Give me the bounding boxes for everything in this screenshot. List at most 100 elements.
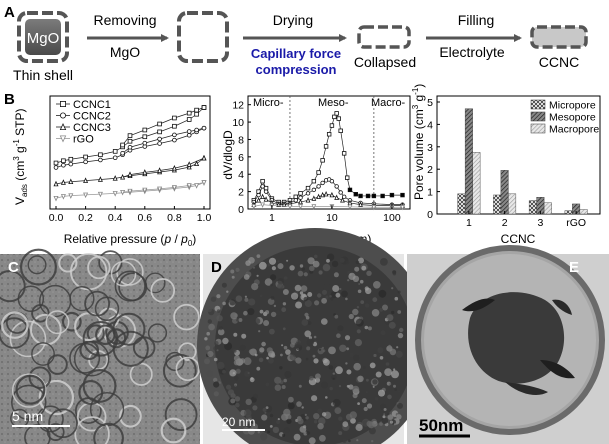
isotherm-point-ccnc3 <box>60 179 66 185</box>
legend-label-ccnc3: CCNC3 <box>73 122 111 134</box>
tem-d-grain <box>353 354 360 362</box>
isotherm-x-tick-label: 1.0 <box>197 212 212 224</box>
isotherm-point-ccnc2 <box>53 165 59 170</box>
tem-d-grain <box>216 309 221 313</box>
tem-d-grain <box>259 294 263 298</box>
tem-d-grain <box>345 297 348 301</box>
tem-d-grain <box>303 425 307 429</box>
tem-c-ring <box>58 253 78 273</box>
tem-d-grain <box>269 413 274 418</box>
tem-d-grain <box>372 385 375 388</box>
tem-c-ring <box>160 417 187 444</box>
scale-label-d: 20 nm <box>222 415 255 429</box>
tem-d-grain <box>301 406 304 409</box>
tem-d-grain <box>241 333 247 339</box>
tem-d-grain <box>259 347 265 353</box>
tem-d-grain <box>283 276 288 280</box>
tem-d-grain <box>356 306 360 309</box>
tem-d-grain <box>296 401 302 407</box>
tem-d-grain <box>331 260 339 268</box>
isotherm-point-ccnc3 <box>83 177 89 183</box>
tem-c-ring <box>11 373 47 408</box>
tem-d-grain <box>305 357 309 361</box>
isotherm-point-ccnc1 <box>112 149 118 154</box>
isotherm-point-ccnc1 <box>53 160 59 166</box>
tem-d-grain <box>258 261 267 270</box>
tem-d-grain <box>318 270 323 275</box>
tem-d-grain <box>339 344 347 352</box>
tem-d-grain <box>362 366 366 369</box>
legend-marker-ccnc1 <box>60 101 67 108</box>
tem-d-grain <box>236 319 239 322</box>
tem-d-grain <box>315 373 321 380</box>
psd-point-ccnc2 <box>311 187 317 193</box>
tem-d-grain <box>373 310 376 313</box>
tem-d-grain <box>269 328 275 335</box>
legend-label-ccnc2: CCNC2 <box>73 111 111 123</box>
tem-d-grain <box>239 344 246 351</box>
tem-d-grain <box>360 300 365 304</box>
tem-d-grain <box>261 273 265 277</box>
collapsed-shell <box>357 25 411 49</box>
tem-d-grain <box>235 368 241 374</box>
tem-d-grain <box>282 433 286 437</box>
tem-d-grain <box>332 398 341 407</box>
legend-swatch-mesopore <box>530 111 546 122</box>
psd-point-ccnc2 <box>334 184 339 189</box>
tem-d-grain <box>345 260 350 265</box>
isotherm-point-ccnc3 <box>186 161 192 167</box>
tem-d-grain <box>323 283 331 291</box>
tem-d-grain <box>277 263 284 270</box>
tem-d-grain <box>332 377 335 380</box>
tem-d-grain <box>330 297 334 301</box>
tem-d-grain <box>348 272 356 280</box>
tem-d-grain <box>264 411 267 414</box>
tem-d-grain <box>332 372 335 375</box>
psd-point-ccnc1 <box>320 158 325 163</box>
psd-point-ccnc1 <box>365 193 371 199</box>
panel-label-b: B <box>4 91 15 108</box>
tem-d-grain <box>394 406 398 410</box>
tem-d-grain <box>345 362 348 365</box>
tem-d-grain <box>357 375 364 382</box>
tem-d-grain <box>386 314 394 322</box>
tem-d-grain <box>393 384 396 388</box>
pore-distribution-plot-frame <box>247 95 411 210</box>
tem-d-grain <box>325 396 328 399</box>
psd-y-tick-label: 8 <box>238 134 244 146</box>
tem-d-grain <box>366 420 373 427</box>
isotherm-point-ccnc3 <box>120 173 126 180</box>
tem-d-grain <box>346 384 350 388</box>
tem-d-grain <box>285 349 291 355</box>
tem-d-grain <box>346 369 352 375</box>
tem-d-grain <box>239 358 246 364</box>
pore-volume-y-tick-label: 4 <box>427 119 433 131</box>
tem-d-grain <box>213 357 218 362</box>
tem-d-grain <box>277 283 284 290</box>
tem-d-grain <box>213 381 220 388</box>
tem-c-ring <box>82 320 119 357</box>
tem-d-grain <box>263 320 270 326</box>
tem-d-grain <box>226 290 229 293</box>
tem-d-grain <box>308 336 312 340</box>
tem-panel-e: E 50nm <box>407 245 609 444</box>
isotherm-point-ccnc3 <box>157 167 163 173</box>
psd-point-ccnc1 <box>260 178 265 184</box>
tem-d-grain <box>235 267 240 272</box>
tem-d-grain <box>368 427 376 435</box>
isotherm-point-rgo <box>68 193 74 199</box>
tem-d-grain <box>304 299 312 308</box>
tem-d-grain <box>364 325 369 330</box>
bar-mesopore-2 <box>500 170 509 215</box>
tem-c-ring <box>106 328 127 349</box>
tem-d-grain <box>385 362 390 366</box>
tem-d-grain <box>238 318 243 322</box>
panel-a-schematic: A MgO Thin shell Removing MgO Drying Cap… <box>4 4 588 83</box>
region-label-micro: Micro- <box>253 97 284 109</box>
tem-d-grain <box>248 298 256 306</box>
tem-d-grain <box>265 382 270 387</box>
tem-d-grain <box>299 291 304 295</box>
tem-d-grain <box>290 342 295 348</box>
isotherm-x-axis-label: Relative pressure (p / p0) <box>64 232 197 248</box>
psd-point-ccnc1 <box>305 185 311 191</box>
